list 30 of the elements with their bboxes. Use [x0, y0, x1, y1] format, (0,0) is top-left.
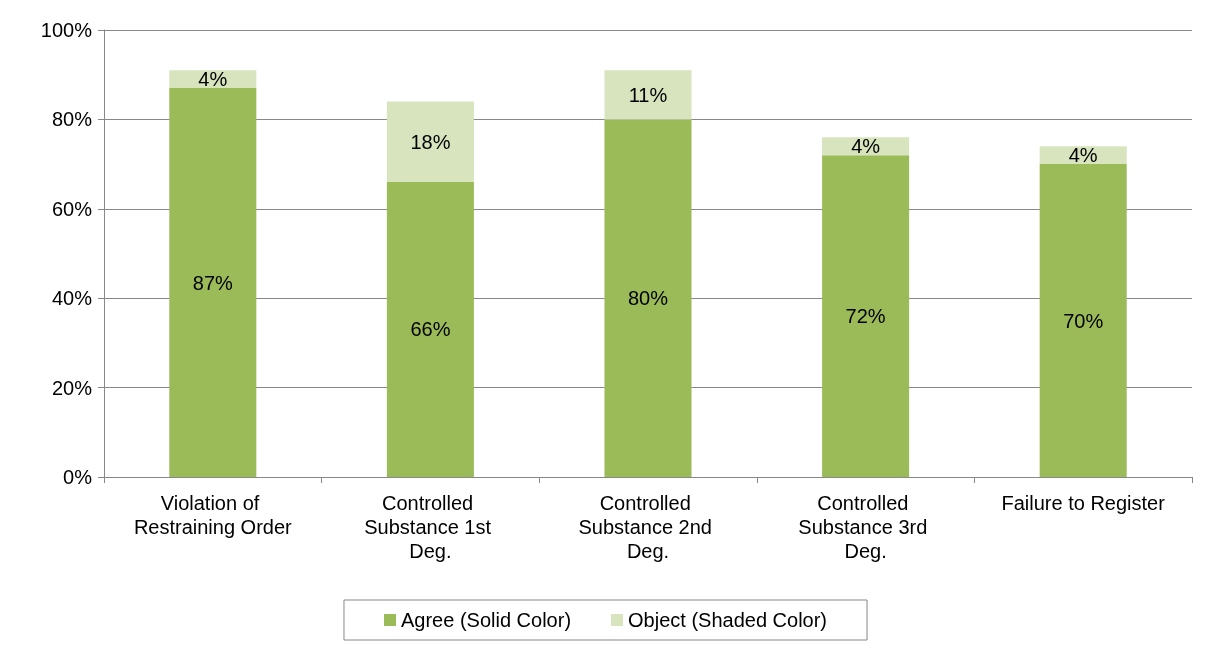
x-tick-label: Controlled Substance 3rd Deg.	[798, 492, 933, 562]
legend-label: Agree (Solid Color)	[400, 609, 572, 631]
x-tick-label: Controlled Substance 2nd Deg.	[578, 492, 718, 562]
legend-label: Object (Shaded Color)	[628, 609, 828, 631]
data-label: 4%	[1068, 144, 1098, 167]
bar	[604, 70, 692, 120]
x-tick-label: Controlled Substance 1st Deg.	[364, 492, 497, 562]
bar	[386, 101, 474, 182]
data-label: 4%	[198, 68, 228, 91]
y-tick-label: 0%	[63, 466, 93, 488]
data-label: 18%	[410, 130, 451, 153]
data-label: 66%	[410, 318, 451, 341]
y-tick-label: 60%	[51, 197, 93, 220]
bar	[822, 155, 910, 477]
data-label: 80%	[627, 287, 669, 310]
data-label: 72%	[845, 305, 886, 328]
bar	[386, 181, 474, 477]
x-tick-label: Violation of Restraining Order	[133, 492, 293, 538]
bar	[604, 119, 692, 477]
y-tick-label: 40%	[51, 287, 93, 310]
data-label: 70%	[1063, 309, 1104, 332]
y-tick-label: 100%	[40, 19, 93, 41]
y-tick-label: 80%	[51, 108, 93, 131]
data-label: 87%	[192, 271, 234, 294]
x-tick-label: Failure to Register	[1001, 492, 1166, 514]
data-label: 4%	[851, 135, 881, 158]
y-tick-label: 20%	[51, 376, 93, 399]
bar	[1039, 164, 1127, 477]
data-label: 11%	[628, 83, 668, 106]
bar	[169, 88, 257, 477]
